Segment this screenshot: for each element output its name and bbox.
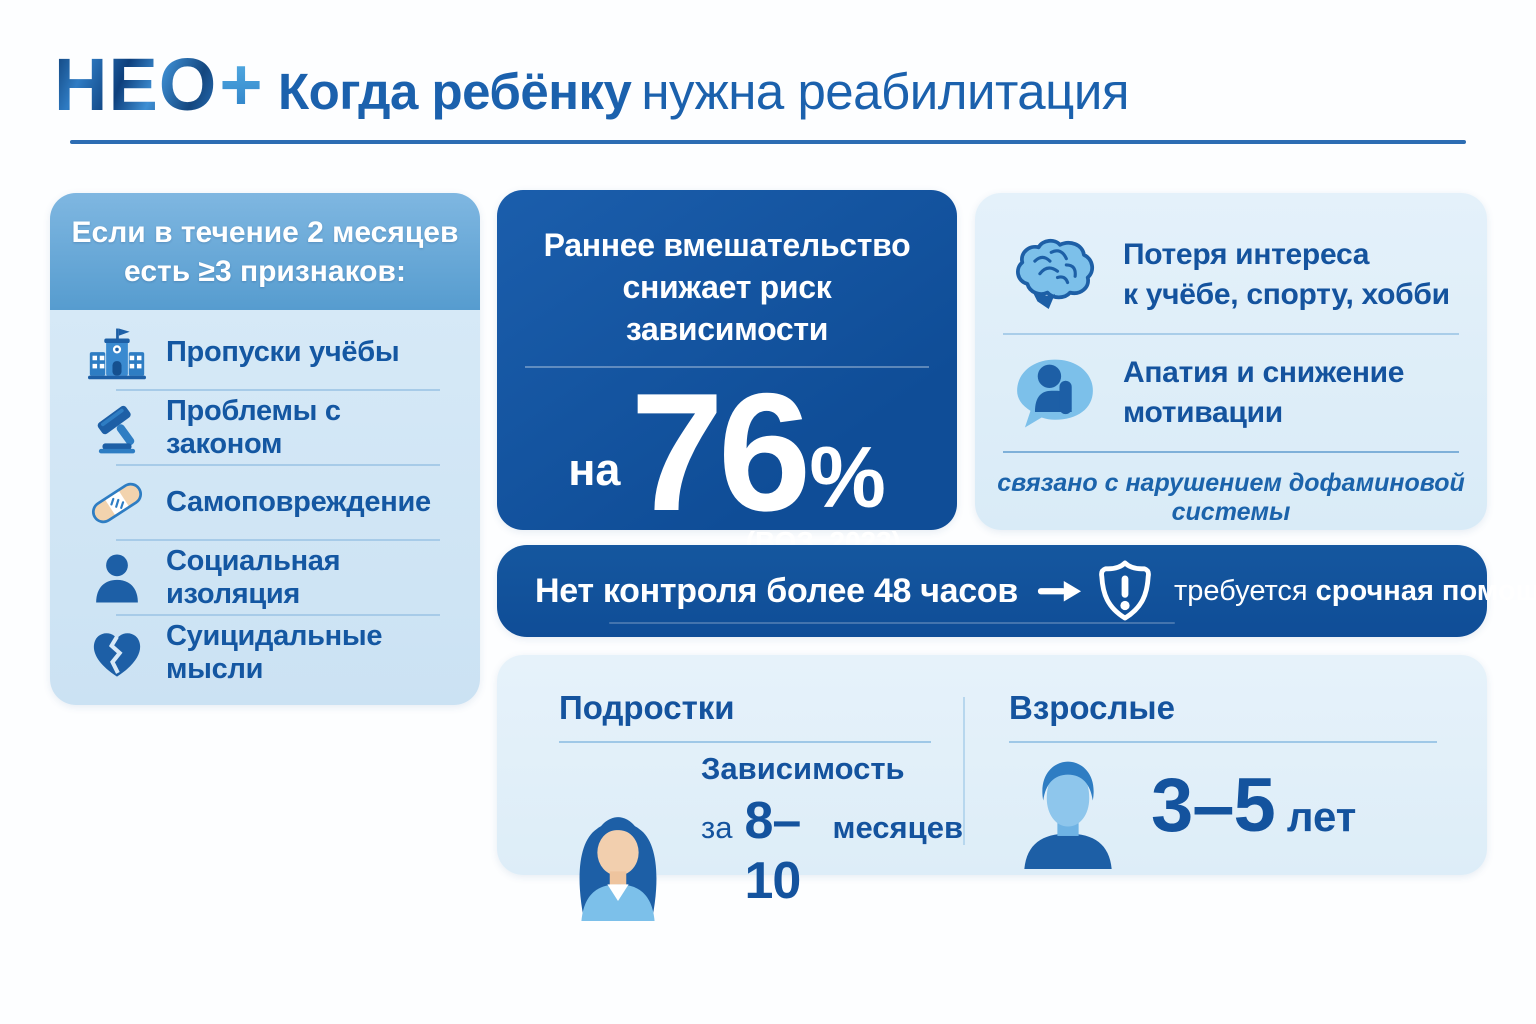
teens-title-underline — [559, 741, 931, 743]
teens-content-row: Зависимость за 8–10 месяцев — [559, 751, 963, 921]
adults-title: Взрослые — [1009, 689, 1175, 726]
stat-percent-sign: % — [809, 429, 886, 526]
symptom-item-interest-loss: Потеря интереса к учёбе, спорту, хобби — [975, 217, 1487, 333]
teens-suffix: месяцев — [832, 810, 963, 845]
alert-condition: Нет контроля более 48 часов — [535, 571, 1018, 610]
header-divider — [70, 140, 1466, 144]
list-item-self-harm: Самоповреждение — [88, 466, 454, 539]
symptoms-note-divider — [1003, 451, 1459, 453]
teens-line1: Зависимость — [701, 751, 905, 786]
adults-content-row: 3–5 лет — [1009, 751, 1487, 869]
broken-heart-icon — [93, 632, 141, 677]
symptoms-divider — [1003, 333, 1459, 335]
criteria-list: Пропуски учёбы Проблемы с законом — [50, 310, 480, 689]
teen-girl-avatar — [579, 817, 657, 921]
symptom-label: Апатия и снижение мотивации — [1123, 353, 1404, 432]
criteria-panel-heading: Если в течение 2 месяцев есть ≥3 признак… — [50, 193, 480, 310]
list-item-law-problems: Проблемы с законом — [88, 391, 454, 464]
teens-line2: за 8–10 месяцев — [701, 791, 963, 911]
symptom-item-apathy: Апатия и снижение мотивации — [975, 335, 1487, 451]
stat-value: 76 — [630, 357, 811, 546]
criteria-heading-line1: Если в течение 2 месяцев — [71, 215, 459, 249]
bandage-icon — [91, 482, 143, 523]
list-divider — [116, 464, 440, 466]
symptoms-note: связано с нарушением дофаминовой системы — [997, 469, 1465, 526]
list-item-suicidal-thoughts: Суицидальные мысли — [88, 616, 454, 689]
stat-divider — [525, 365, 929, 368]
alert-highlight-line — [609, 622, 1175, 624]
list-divider — [116, 539, 440, 541]
symptom-label-line2: мотивации — [1123, 396, 1283, 429]
stat-value-row: на 76 % — [497, 368, 957, 536]
arrow-right-icon — [1037, 580, 1081, 602]
page-title: Когда ребёнку нужна реабилитация — [278, 62, 1129, 121]
symptom-label-line1: Потеря интереса — [1123, 238, 1370, 272]
adults-line: 3–5 лет — [1151, 762, 1356, 853]
stat-panel: Раннее вмешательство снижает риск зависи… — [497, 190, 957, 557]
outcomes-teens-column: Подростки Зависимость за 8–10 месяце — [497, 655, 963, 921]
adults-title-underline — [1009, 741, 1437, 743]
stat-heading-line2: снижает риск зависимости — [622, 269, 832, 348]
alert-shield-icon — [1099, 560, 1151, 621]
adults-text: 3–5 лет — [1151, 762, 1356, 869]
criteria-panel: Если в течение 2 месяцев есть ≥3 признак… — [50, 193, 480, 705]
stat-prefix: на — [568, 443, 621, 495]
stat-heading-line1: Раннее вмешательство — [543, 227, 911, 263]
logo-text: НЕО — [54, 43, 218, 126]
outcomes-adults-column: Взрослые 3–5 лет — [963, 655, 1487, 875]
page-title-rest: нужна реабилитация — [641, 63, 1129, 120]
list-item-social-isolation: Социальная изоляция — [88, 541, 454, 614]
symptom-label-line1: Апатия и снижение — [1123, 356, 1405, 390]
teens-title: Подростки — [559, 689, 735, 726]
alert-action: требуется срочная помощь — [1174, 575, 1536, 608]
stat-heading: Раннее вмешательство снижает риск зависи… — [531, 224, 923, 351]
list-item-school-absence: Пропуски учёбы — [88, 316, 454, 389]
logo-plus-icon: + — [219, 43, 264, 126]
list-divider — [116, 389, 440, 391]
adults-value: 3–5 — [1151, 763, 1276, 848]
teens-prefix: за — [701, 810, 733, 845]
list-item-label: Суицидальные мысли — [166, 619, 383, 685]
list-item-label: Пропуски учёбы — [166, 336, 400, 368]
list-item-label: Социальная изоляция — [166, 544, 341, 610]
teens-value: 8–10 — [744, 792, 801, 910]
page-title-emphasis: Когда ребёнку — [278, 63, 632, 120]
apathy-icon — [1017, 359, 1093, 428]
criteria-heading-line2: есть ≥3 признаков: — [124, 254, 406, 288]
symptoms-panel: Потеря интереса к учёбе, спорту, хобби А… — [975, 193, 1487, 530]
school-icon — [88, 328, 146, 379]
adult-man-avatar — [1024, 761, 1112, 869]
alert-action-emphasis: срочная помощь — [1315, 574, 1536, 607]
list-divider — [116, 614, 440, 616]
outcomes-vertical-divider — [963, 697, 965, 845]
brain-icon — [1016, 238, 1095, 309]
outcomes-panel: Подростки Зависимость за 8–10 месяце — [497, 655, 1487, 921]
gavel-icon — [97, 405, 136, 453]
list-item-label: Проблемы с законом — [166, 394, 341, 460]
teens-text: Зависимость за 8–10 месяцев — [701, 751, 963, 921]
symptom-label-line2: к учёбе, спорту, хобби — [1123, 278, 1450, 311]
symptom-label: Потеря интереса к учёбе, спорту, хобби — [1123, 235, 1450, 314]
alert-action-prefix: требуется — [1173, 574, 1308, 607]
person-icon — [96, 553, 138, 602]
alert-banner: Нет контроля более 48 часов требуется сро… — [497, 545, 1536, 637]
adults-suffix: лет — [1286, 793, 1357, 840]
brand-logo: НЕО+ — [54, 48, 264, 122]
list-item-label: Самоповреждение — [166, 486, 431, 518]
